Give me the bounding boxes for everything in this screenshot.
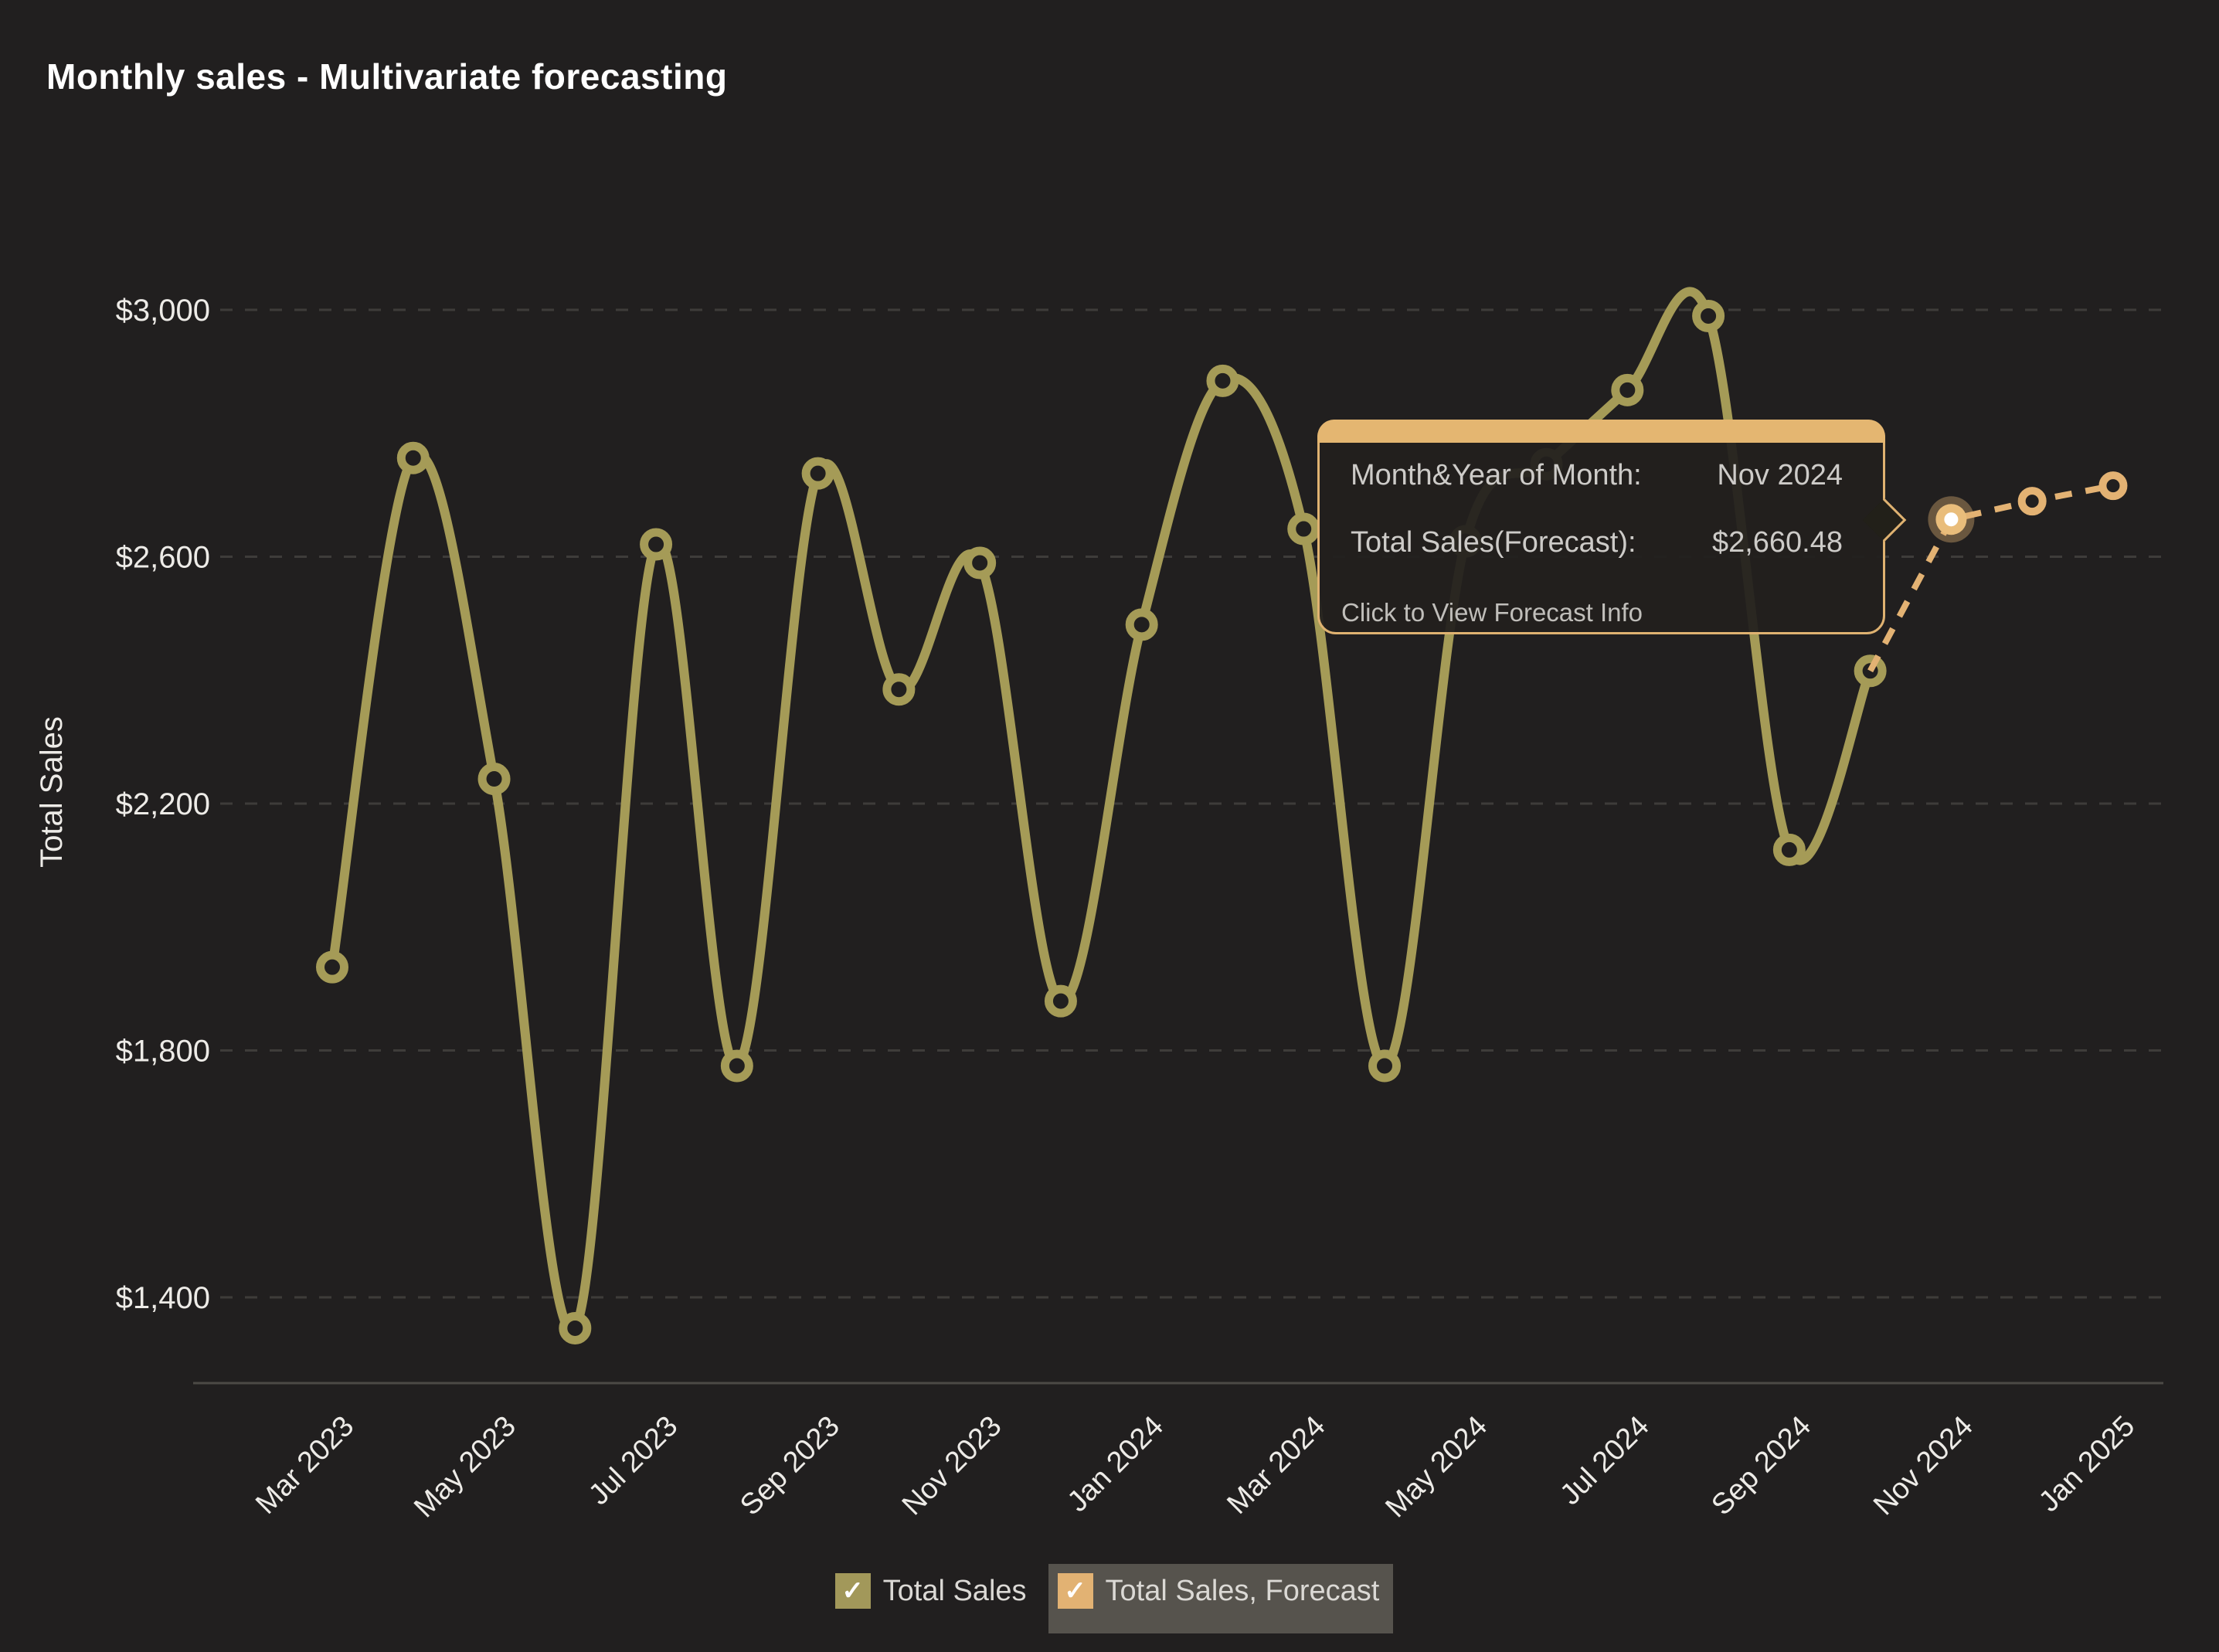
- x-axis-tick-label: Nov 2023: [896, 1410, 1008, 1522]
- forecast-data-point[interactable]: [2098, 471, 2128, 501]
- total-sales-data-point[interactable]: [1368, 1049, 1402, 1083]
- x-axis-tick-label: Jul 2024: [1554, 1410, 1655, 1511]
- x-axis-tick-label: Jul 2023: [583, 1410, 684, 1511]
- x-axis-tick-label: Nov 2024: [1867, 1410, 1979, 1522]
- total-sales-data-point[interactable]: [640, 528, 673, 561]
- total-sales-data-point[interactable]: [1611, 373, 1644, 406]
- total-sales-data-point[interactable]: [316, 950, 348, 984]
- tooltip-row-month: Month&Year of Month: Nov 2024: [1351, 459, 1843, 498]
- tooltip-header-bar: [1317, 420, 1885, 443]
- forecast-data-point[interactable]: [2017, 487, 2047, 516]
- total-sales-data-point[interactable]: [801, 457, 834, 490]
- legend-item-total-sales-forecast[interactable]: ✓ Total Sales, Forecast: [1048, 1564, 1394, 1633]
- checkbox-checked-icon[interactable]: ✓: [1057, 1573, 1093, 1609]
- legend-item-total-sales[interactable]: ✓ Total Sales: [826, 1564, 1041, 1620]
- forecast-line: [1867, 482, 2114, 673]
- tooltip-month-label: Month&Year of Month:: [1351, 459, 1642, 491]
- tooltip-row-sales: Total Sales(Forecast): $2,660.48: [1351, 526, 1843, 565]
- x-axis-tick-label: Mar 2023: [250, 1410, 360, 1521]
- tooltip-month-value: Nov 2024: [1717, 459, 1843, 491]
- checkbox-checked-icon[interactable]: ✓: [834, 1573, 871, 1609]
- tooltip-sales-label: Total Sales(Forecast):: [1351, 526, 1636, 559]
- y-axis-title: Total Sales: [35, 716, 69, 868]
- legend-label: Total Sales, Forecast: [1105, 1574, 1380, 1607]
- chart-legend: ✓ Total Sales ✓ Total Sales, Forecast: [0, 1564, 2219, 1633]
- y-axis-tick-label: $2,600: [116, 541, 210, 575]
- forecast-tooltip[interactable]: Month&Year of Month: Nov 2024 Total Sale…: [1317, 420, 1907, 634]
- total-sales-data-point[interactable]: [882, 673, 916, 706]
- x-axis-tick-label: Sep 2024: [1705, 1410, 1817, 1522]
- total-sales-data-point[interactable]: [477, 763, 511, 796]
- x-axis-tick-label: May 2024: [1379, 1410, 1493, 1525]
- y-axis-tick-label: $2,200: [116, 787, 210, 821]
- x-axis-tick-label: Jan 2024: [1062, 1410, 1170, 1518]
- total-sales-data-point[interactable]: [1044, 984, 1077, 1018]
- tooltip-sales-value: $2,660.48: [1711, 526, 1843, 559]
- x-axis-tick-label: Sep 2023: [734, 1410, 846, 1522]
- total-sales-data-point[interactable]: [720, 1049, 753, 1083]
- y-axis-tick-label: $1,400: [116, 1281, 210, 1315]
- total-sales-data-point[interactable]: [1692, 299, 1725, 332]
- tooltip-forecast-info-link[interactable]: Click to View Forecast Info: [1341, 598, 1643, 627]
- x-axis-tick-label: Mar 2024: [1221, 1410, 1331, 1521]
- y-axis-tick-label: $3,000: [116, 294, 210, 328]
- legend-label: Total Sales: [882, 1574, 1027, 1607]
- x-axis-tick-label: Jan 2025: [2033, 1410, 2141, 1518]
- y-axis-tick-label: $1,800: [116, 1035, 210, 1069]
- x-axis-tick-label: May 2023: [408, 1410, 522, 1525]
- total-sales-data-point[interactable]: [559, 1311, 592, 1344]
- total-sales-data-point[interactable]: [1125, 608, 1158, 641]
- total-sales-data-point[interactable]: [1287, 512, 1320, 546]
- total-sales-data-point[interactable]: [396, 441, 430, 474]
- highlight-center-dot: [1944, 512, 1959, 527]
- chart-title: Monthly sales - Multivariate forecasting: [46, 56, 728, 97]
- total-sales-data-point[interactable]: [1206, 364, 1239, 397]
- total-sales-data-point[interactable]: [963, 546, 997, 580]
- total-sales-data-point[interactable]: [1772, 833, 1806, 866]
